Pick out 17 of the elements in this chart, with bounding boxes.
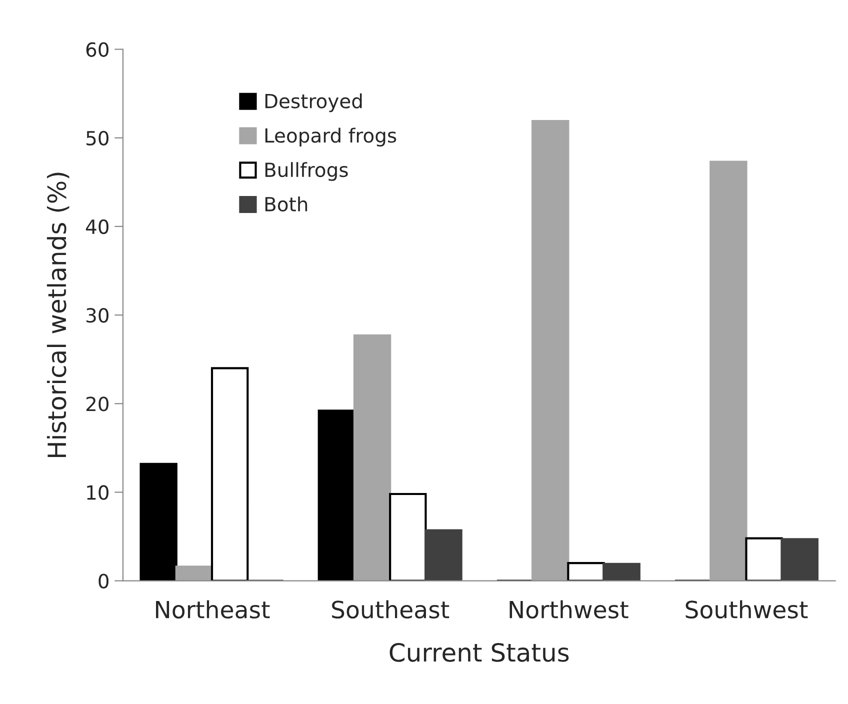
y-tick-label: 10 — [87, 485, 108, 500]
y-tick-label: 0 — [98, 574, 108, 588]
y-tick-label: 40 — [86, 219, 108, 234]
legend-label: Both — [265, 196, 308, 212]
legend-label: Destroyed — [265, 93, 362, 112]
y-tick-label: 50 — [86, 130, 108, 146]
y-axis-title: Historical wetlands (%) — [46, 172, 70, 458]
legend-label: Bullfrogs — [265, 162, 348, 181]
y-tick-label: 60 — [86, 42, 108, 57]
legend-label: Leopard frogs — [265, 128, 396, 147]
x-tick-label: Southeast — [332, 600, 450, 619]
x-axis-title: Current Status — [390, 642, 569, 662]
y-tick-label: 20 — [86, 396, 108, 412]
y-tick-label: 30 — [86, 308, 108, 323]
x-tick-label: Northeast — [156, 600, 270, 619]
x-tick-label: Northwest — [510, 600, 628, 619]
x-tick-label: Southwest — [686, 600, 808, 619]
